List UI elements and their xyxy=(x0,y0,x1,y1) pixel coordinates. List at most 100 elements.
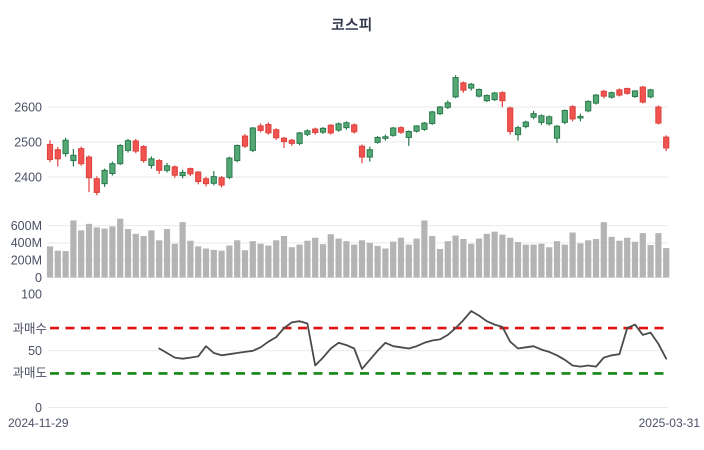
volume-bar xyxy=(226,245,233,278)
volume-bar xyxy=(140,235,147,278)
rsi-tick-label: 0 xyxy=(35,401,42,415)
volume-bar xyxy=(382,248,389,278)
candle-body xyxy=(335,123,342,131)
volume-bar xyxy=(296,244,303,278)
candle-body xyxy=(241,135,249,147)
candle-body xyxy=(124,140,132,151)
volume-bar xyxy=(592,239,600,278)
volume-bar xyxy=(117,218,124,278)
candle-body xyxy=(397,127,405,133)
volume-bar xyxy=(421,220,428,278)
candle-body xyxy=(148,158,155,166)
volume-bar xyxy=(273,240,280,278)
volume-bar xyxy=(210,249,217,278)
candle-body xyxy=(655,106,662,124)
volume-bar xyxy=(312,237,319,278)
candle-body xyxy=(429,111,436,124)
volume-bar xyxy=(187,240,194,278)
volume-bar xyxy=(70,220,77,278)
candle-body xyxy=(257,125,264,131)
volume-bar xyxy=(366,242,373,278)
candle-body xyxy=(390,127,397,136)
volume-bar xyxy=(530,244,537,278)
candle-body xyxy=(93,178,100,193)
volume-bar xyxy=(327,234,334,278)
volume-tick-label: 0 xyxy=(35,271,42,285)
candle-body xyxy=(109,163,116,174)
candle-body xyxy=(514,127,522,136)
volume-bar xyxy=(475,238,483,278)
volume-bar xyxy=(78,230,85,278)
candle-body xyxy=(507,107,514,133)
volume-bar xyxy=(85,223,93,278)
volume-bar xyxy=(577,243,584,278)
volume-bar xyxy=(616,240,623,278)
candle-body xyxy=(600,90,607,97)
volume-bar xyxy=(444,241,451,278)
candle-body xyxy=(163,165,171,171)
overbought-label: 과매수 xyxy=(12,322,47,336)
volume-bar xyxy=(639,233,646,278)
candle-body xyxy=(382,136,389,139)
candle-body xyxy=(639,86,646,103)
candle-body xyxy=(608,92,615,98)
candle-body xyxy=(202,178,210,185)
candle-body xyxy=(436,106,444,115)
candle-body xyxy=(585,100,592,112)
candle-body xyxy=(70,154,77,162)
candle-body xyxy=(616,89,623,96)
candle-body xyxy=(577,115,584,119)
oversold-label: 과매도 xyxy=(12,366,47,380)
candle-body xyxy=(358,145,366,158)
volume-bar xyxy=(179,222,186,278)
candle-body xyxy=(101,169,108,185)
candle-body xyxy=(491,92,498,101)
volume-bar xyxy=(265,245,272,278)
volume-bar xyxy=(397,237,405,278)
volume-bar xyxy=(663,248,670,278)
volume-tick-label: 600M xyxy=(11,219,42,233)
volume-bar xyxy=(413,238,420,278)
candle-body xyxy=(265,124,272,134)
candle-body xyxy=(405,131,412,138)
volume-bar xyxy=(436,248,444,278)
candle-body xyxy=(483,94,490,102)
candle-body xyxy=(351,124,358,133)
candle-body xyxy=(553,125,561,139)
candle-body xyxy=(647,89,654,98)
volume-bar xyxy=(46,246,54,278)
volume-bar xyxy=(257,243,264,278)
candle-body xyxy=(280,137,288,143)
rsi-line xyxy=(158,310,668,370)
volume-bar xyxy=(249,241,256,278)
candle-body xyxy=(452,77,459,98)
candle-body xyxy=(296,132,303,144)
candle-body xyxy=(85,156,93,179)
candle-body xyxy=(624,87,631,94)
candle-body xyxy=(538,115,545,123)
volume-bar xyxy=(132,233,139,278)
volume-bar xyxy=(553,241,561,278)
volume-bar xyxy=(569,232,576,278)
candle-body xyxy=(210,176,217,184)
candle-body xyxy=(171,166,178,176)
volume-bar xyxy=(156,240,163,278)
volume-bar xyxy=(234,240,241,278)
volume-bar xyxy=(491,231,498,278)
volume-bar xyxy=(468,243,475,278)
candle-body xyxy=(319,127,327,133)
candle-body xyxy=(374,136,381,143)
volume-bar xyxy=(522,244,529,278)
candle-body xyxy=(530,113,537,118)
volume-bar xyxy=(171,243,178,278)
candle-body xyxy=(327,124,334,134)
candle-body xyxy=(663,136,670,149)
candle-body xyxy=(249,127,256,151)
volume-bar xyxy=(163,229,171,278)
volume-bar xyxy=(561,244,568,278)
candle-body xyxy=(569,106,576,120)
rsi-tick-label: 100 xyxy=(21,287,42,301)
volume-bar xyxy=(148,230,155,278)
volume-bar xyxy=(109,226,116,278)
candle-body xyxy=(46,143,54,160)
